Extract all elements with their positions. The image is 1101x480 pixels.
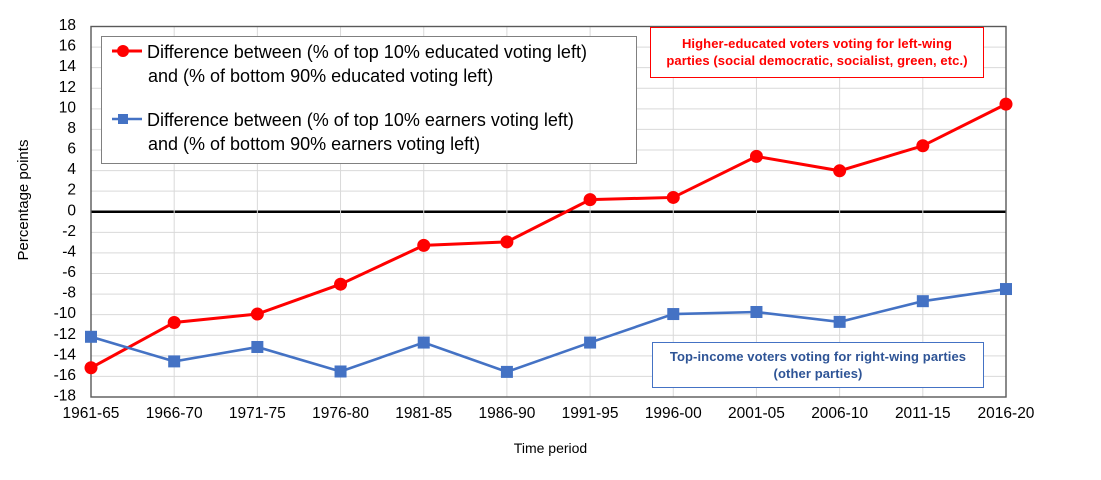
svg-text:2006-10: 2006-10 [811,405,868,422]
svg-text:-12: -12 [54,326,76,343]
svg-text:2: 2 [67,182,76,199]
svg-text:1996-00: 1996-00 [645,405,702,422]
svg-text:1986-90: 1986-90 [478,405,535,422]
svg-text:2016-20: 2016-20 [978,405,1035,422]
svg-text:1981-85: 1981-85 [395,405,452,422]
svg-text:1991-95: 1991-95 [562,405,619,422]
svg-text:-10: -10 [54,305,77,322]
svg-text:16: 16 [59,38,76,55]
svg-text:12: 12 [59,79,76,96]
svg-text:-6: -6 [62,264,76,281]
svg-text:10: 10 [59,99,77,116]
svg-text:6: 6 [67,141,76,158]
svg-text:-18: -18 [54,388,76,405]
svg-text:1971-75: 1971-75 [229,405,286,422]
svg-text:-16: -16 [54,367,76,384]
svg-text:-2: -2 [62,223,76,240]
svg-text:1961-65: 1961-65 [63,405,120,422]
svg-text:14: 14 [59,58,77,75]
svg-text:2001-05: 2001-05 [728,405,785,422]
svg-text:2011-15: 2011-15 [895,405,951,422]
svg-text:-14: -14 [54,346,77,363]
svg-text:-8: -8 [62,285,76,302]
svg-text:4: 4 [67,161,76,178]
svg-text:8: 8 [67,120,76,137]
svg-text:-4: -4 [62,243,76,260]
svg-text:18: 18 [59,17,76,34]
svg-text:1976-80: 1976-80 [312,405,369,422]
svg-text:0: 0 [67,202,76,219]
svg-text:1966-70: 1966-70 [146,405,203,422]
